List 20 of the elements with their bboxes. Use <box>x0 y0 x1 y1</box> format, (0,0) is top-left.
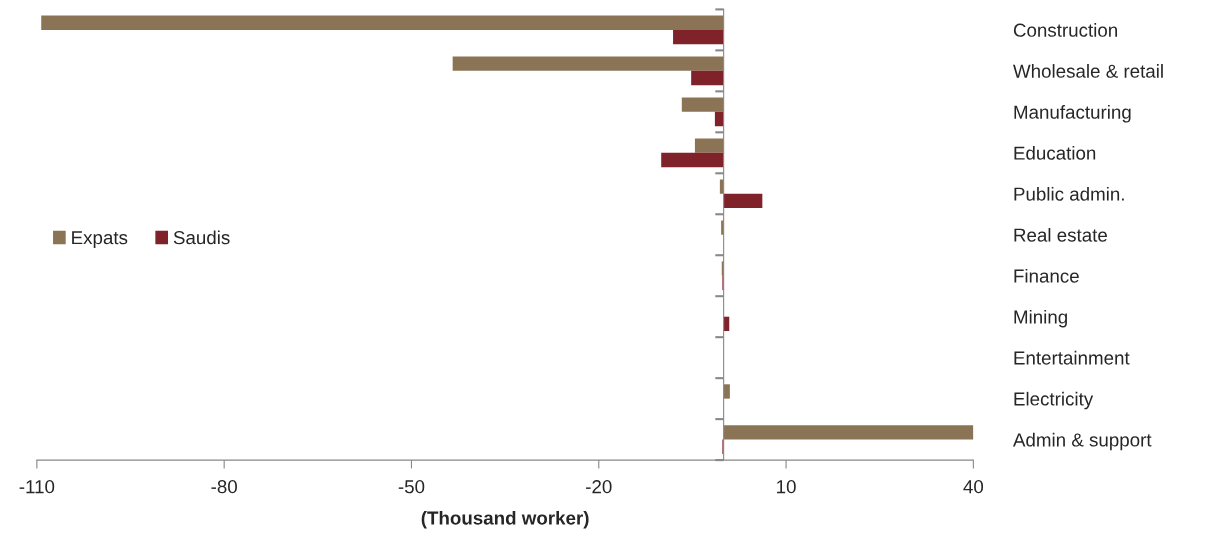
x-tick-label: 40 <box>963 480 984 494</box>
x-tick-label: 10 <box>777 480 796 494</box>
y-tick-label: Wholesale & retail <box>1013 64 1163 78</box>
y-tick-label: Real estate <box>1014 227 1107 242</box>
y-tick-label: Manufacturing <box>1014 105 1131 123</box>
x-tick-label: -20 <box>586 480 612 494</box>
y-tick-label: Finance <box>1014 268 1079 283</box>
x-axis-title: (Thousand worker) <box>421 510 589 529</box>
y-tick-label: Mining <box>1014 309 1067 328</box>
x-tick-label: -110 <box>19 480 55 494</box>
y-tick-label: Education <box>1014 146 1096 160</box>
y-tick-label: Electricity <box>1014 391 1094 410</box>
y-tick-label: Public admin. <box>1014 186 1124 201</box>
x-tick-label: -50 <box>398 480 425 494</box>
x-tick-label: -80 <box>211 480 237 494</box>
y-tick-label: Admin & support <box>1012 432 1152 451</box>
y-tick-label: Construction <box>1013 23 1117 37</box>
y-tick-label: Entertainment <box>1014 350 1130 365</box>
legend-label: Expats <box>72 231 128 248</box>
legend-label: Saudis <box>173 230 230 245</box>
